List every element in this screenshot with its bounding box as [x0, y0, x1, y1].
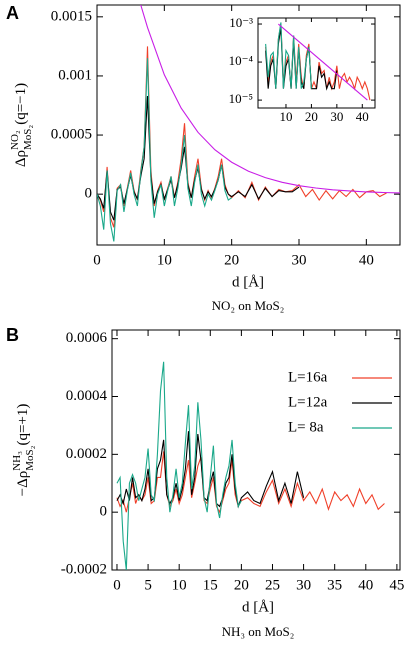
panel-label: A [6, 3, 19, 23]
x-tick-label: 10 [279, 109, 292, 124]
y-label-base: −Δρ [15, 471, 31, 497]
x-tick-label: 20 [224, 252, 239, 268]
x-tick-label: 0 [93, 252, 101, 268]
y-tick-label: 0.0004 [66, 388, 108, 404]
data-line [116, 431, 305, 509]
caption: NH₃ on MoS₂ [222, 624, 295, 639]
y-label-tail: (q=+1) [15, 404, 31, 446]
y-axis-label: ΔρNO₂MoS₂(q=−1) [9, 83, 34, 167]
y-tick-label: -0.0002 [61, 561, 107, 577]
x-tick-label: 5 [144, 577, 152, 593]
y-label-base: Δρ [13, 150, 29, 167]
y-label-sub: MoS₂ [24, 445, 36, 470]
legend-label: L= 8a [288, 419, 324, 435]
x-tick-label: 20 [305, 109, 318, 124]
data-line [140, 5, 400, 194]
y-tick-label: 10⁻⁵ [229, 91, 253, 106]
x-axis-label: d [Å] [232, 274, 264, 290]
y-label-sup: NH₃ [11, 451, 23, 471]
data-line [265, 22, 312, 89]
x-tick-label: 25 [265, 577, 280, 593]
x-tick-label: 35 [327, 577, 342, 593]
y-tick-label: 0 [100, 504, 108, 520]
x-tick-label: 40 [356, 109, 369, 124]
y-tick-label: 0.0006 [66, 330, 108, 346]
y-tick-label: 0.0005 [51, 126, 92, 142]
x-tick-label: 15 [203, 577, 218, 593]
y-tick-label: 10⁻⁴ [229, 53, 254, 68]
data-line [97, 58, 232, 242]
plot-frame [111, 329, 401, 571]
y-tick-label: 0.0015 [51, 8, 92, 24]
legend-label: L=16a [288, 369, 328, 385]
y-tick-label: 10⁻³ [229, 15, 253, 30]
data-line [277, 23, 368, 101]
panel-label: B [6, 325, 19, 345]
x-tick-label: 30 [292, 252, 307, 268]
caption: NO₂ on MoS₂ [212, 298, 285, 313]
y-label-tail: (q=−1) [13, 83, 29, 125]
y-tick-label: 0.0002 [66, 446, 107, 462]
data-line [116, 361, 242, 570]
x-tick-label: 40 [359, 252, 374, 268]
x-tick-label: 0 [113, 577, 121, 593]
x-tick-label: 30 [330, 109, 343, 124]
x-tick-label: 20 [234, 577, 249, 593]
x-tick-label: 30 [296, 577, 311, 593]
y-label-sup: NO₂ [9, 130, 21, 150]
y-axis-label: −ΔρNH₃MoS₂(q=+1) [11, 404, 36, 497]
x-tick-label: 40 [358, 577, 373, 593]
x-tick-label: 10 [157, 252, 172, 268]
x-tick-label: 45 [389, 577, 404, 593]
legend-label: L=12a [288, 394, 328, 410]
x-axis-label: d [Å] [242, 599, 274, 615]
y-tick-label: 0 [85, 186, 93, 202]
y-label-sub: MoS₂ [22, 125, 34, 150]
inset-frame [257, 17, 376, 109]
y-tick-label: 0.001 [58, 67, 92, 83]
x-tick-label: 10 [172, 577, 187, 593]
